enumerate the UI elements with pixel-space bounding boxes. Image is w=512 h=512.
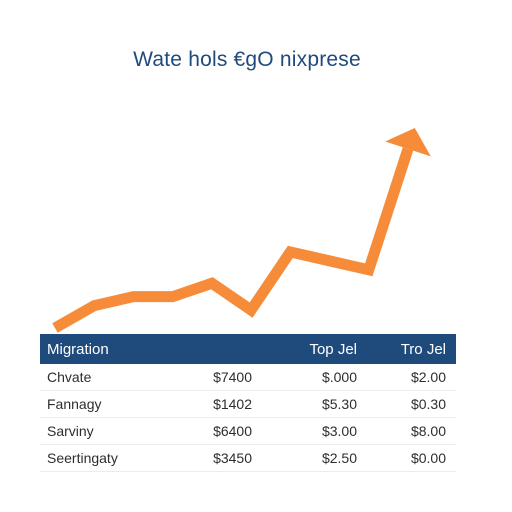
table-header-col-1: Migration: [47, 340, 109, 358]
table-cell: $8.00: [410, 423, 446, 439]
trend-arrow-head: [385, 128, 431, 157]
trend-line: [52, 147, 414, 333]
table-cell: Seertingaty: [47, 450, 118, 466]
table-header-col-4: Tro Jel: [400, 340, 446, 358]
table-cell: $3.00: [321, 423, 357, 439]
table-cell: $3450: [213, 450, 252, 466]
table-cell: $0.00: [410, 450, 446, 466]
table-cell: $5.30: [321, 396, 357, 412]
data-table: Migration Top Jel Tro Jel Chvate $7400 $…: [40, 334, 456, 472]
table-row: Fannagy $1402 $5.30 $0.30: [40, 391, 456, 418]
table-header: Migration Top Jel Tro Jel: [40, 334, 456, 364]
table-row: Chvate $7400 $.000 $2.00: [40, 364, 456, 391]
table-cell: Fannagy: [47, 396, 102, 412]
table-cell: $.000: [321, 369, 357, 385]
table-header-col-3: Top Jel: [309, 340, 357, 358]
table-cell: $2.50: [321, 450, 357, 466]
table-cell: Sarviny: [47, 423, 94, 439]
table-cell: Chvate: [47, 369, 92, 385]
table-cell: $6400: [213, 423, 252, 439]
table-cell: $7400: [213, 369, 252, 385]
table-cell: $0.30: [410, 396, 446, 412]
table-cell: $1402: [213, 396, 252, 412]
table-row: Seertingaty $3450 $2.50 $0.00: [40, 445, 456, 472]
table-row: Sarviny $6400 $3.00 $8.00: [40, 418, 456, 445]
table-cell: $2.00: [410, 369, 446, 385]
chart-title: Wate hols €gO nixprese: [133, 48, 361, 71]
